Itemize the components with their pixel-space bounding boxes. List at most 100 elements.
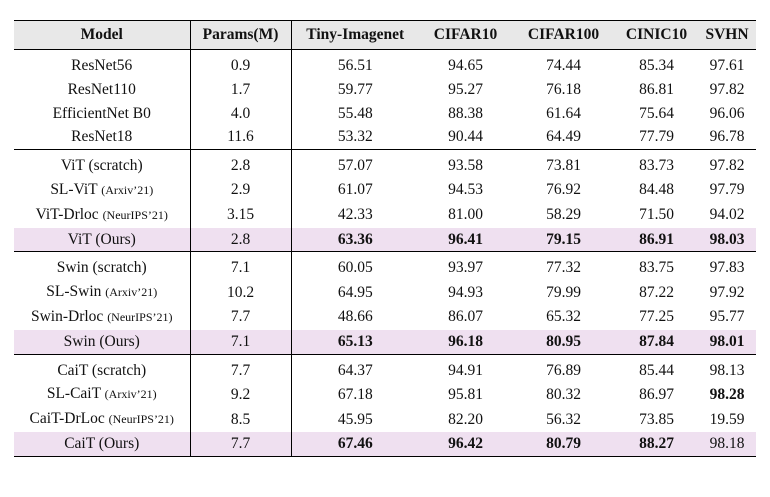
cifar100-cell: 77.32: [546, 259, 581, 277]
cifar100-cell: 80.95: [512, 329, 615, 355]
cifar100-cell: 56.32: [546, 410, 581, 428]
model-cell: ViT (scratch): [60, 157, 143, 175]
params-cell: 11.6: [189, 125, 291, 150]
svhn-cell: 97.82: [709, 157, 745, 175]
params-cell: 2.9: [189, 177, 291, 203]
cifar10-cell: 94.93: [448, 283, 483, 301]
svhn-cell: 96.06: [709, 104, 745, 122]
svhn-cell: 98.03: [698, 227, 756, 252]
cifar10-cell: 81.00: [448, 206, 483, 224]
header-tiny-imagenet: Tiny-Imagenet: [290, 20, 419, 50]
header-model: Model: [14, 20, 190, 50]
group-vit: ViT (scratch) 2.8 57.07 93.58 73.81 83.7…: [14, 149, 756, 252]
cinic-cell: 83.75: [639, 259, 674, 277]
table-row: SL-ViT (Arxiv’21) 2.9 61.07 94.53 76.92 …: [14, 177, 756, 203]
cifar100-cell: 79.99: [546, 283, 581, 301]
model-cell: SL-ViT (Arxiv’21): [14, 178, 190, 203]
cifar100-cell: 80.32: [546, 385, 581, 403]
tiny-cell: 67.46: [290, 431, 419, 457]
group-cait: CaiT (scratch) 7.7 64.37 94.91 76.89 85.…: [14, 354, 756, 457]
cinic-cell: 85.34: [639, 57, 674, 74]
tiny-cell: 53.32: [290, 125, 419, 150]
cifar100-cell: 79.15: [512, 227, 615, 252]
params-cell: 3.15: [189, 202, 291, 228]
cifar10-cell: 94.91: [448, 361, 483, 379]
model-cell: SL-CaiT (Arxiv’21): [14, 382, 190, 407]
model-name: SL-CaiT: [46, 385, 101, 403]
tiny-cell: 57.07: [290, 149, 419, 178]
cifar10-cell: 82.20: [448, 410, 483, 428]
tiny-cell: 67.18: [290, 382, 419, 408]
table-row: ResNet110 1.7 59.77 95.27 76.18 86.81 97…: [14, 77, 756, 102]
tiny-cell: 63.36: [290, 227, 419, 252]
svhn-cell: 97.82: [709, 80, 745, 98]
tiny-cell: 60.05: [290, 251, 419, 281]
tiny-cell: 55.48: [290, 101, 419, 126]
venue-label: (NeurIPS’21): [108, 412, 174, 427]
model-cell: ResNet18: [71, 128, 133, 146]
model-cell: ResNet56: [71, 57, 133, 74]
cifar100-cell: 58.29: [546, 206, 581, 224]
cifar10-cell: 86.07: [448, 308, 483, 326]
model-name: Swin-Drloc: [30, 307, 104, 325]
venue-label: (Arxiv’21): [105, 285, 158, 300]
params-cell: 7.7: [189, 304, 291, 330]
svhn-cell: 98.13: [709, 361, 745, 379]
cifar100-cell: 74.44: [546, 57, 581, 74]
cifar10-cell: 88.38: [448, 104, 483, 122]
model-name: SL-ViT: [50, 180, 98, 198]
model-cell: ViT-Drloc (NeurIPS’21): [14, 203, 190, 228]
table-row: ViT-Drloc (NeurIPS’21) 3.15 42.33 81.00 …: [14, 202, 756, 228]
table-row-ours: CaiT (Ours) 7.7 67.46 96.42 80.79 88.27 …: [14, 431, 756, 457]
cinic-cell: 77.79: [639, 128, 674, 146]
tiny-cell: 45.95: [290, 407, 419, 432]
model-cell: Swin-Drloc (NeurIPS’21): [14, 305, 190, 330]
table-row: CaiT-DrLoc (NeurIPS’21) 8.5 45.95 82.20 …: [14, 407, 756, 432]
cinic-cell: 87.84: [615, 329, 698, 355]
table-row-ours: Swin (Ours) 7.1 65.13 96.18 80.95 87.84 …: [14, 329, 756, 355]
venue-label: (NeurIPS’21): [102, 207, 168, 222]
table-row: SL-CaiT (Arxiv’21) 9.2 67.18 95.81 80.32…: [14, 382, 756, 408]
table-header: Model Params(M) Tiny-Imagenet CIFAR10 CI…: [14, 20, 756, 50]
table-row: SL-Swin (Arxiv’21) 10.2 64.95 94.93 79.9…: [14, 280, 756, 305]
svhn-cell: 97.92: [709, 283, 745, 301]
svhn-cell: 94.02: [709, 206, 745, 224]
tiny-cell: 59.77: [290, 77, 419, 102]
params-cell: 0.9: [189, 49, 291, 78]
group-cnn: ResNet56 0.9 56.51 94.65 74.44 85.34 97.…: [14, 49, 756, 150]
tiny-cell: 56.51: [290, 49, 419, 78]
model-name: SL-Swin: [46, 283, 102, 301]
table-row: ResNet56 0.9 56.51 94.65 74.44 85.34 97.…: [14, 49, 756, 78]
cinic-cell: 84.48: [639, 181, 674, 199]
results-table-container: Model Params(M) Tiny-Imagenet CIFAR10 CI…: [14, 20, 756, 457]
svhn-cell: 96.78: [709, 128, 745, 146]
params-cell: 7.1: [189, 329, 291, 355]
cifar100-cell: 61.64: [546, 104, 581, 122]
table-row: EfficientNet B0 4.0 55.48 88.38 61.64 75…: [14, 101, 756, 126]
table-row: CaiT (scratch) 7.7 64.37 94.91 76.89 85.…: [14, 354, 756, 383]
cifar10-cell: 90.44: [448, 128, 483, 146]
tiny-cell: 64.95: [290, 280, 419, 305]
table-row: Swin-Drloc (NeurIPS’21) 7.7 48.66 86.07 …: [14, 304, 756, 330]
cinic-cell: 86.81: [639, 80, 674, 98]
cinic-cell: 86.97: [639, 385, 674, 403]
model-cell: Swin (scratch): [56, 259, 147, 277]
cifar100-cell: 64.49: [546, 128, 581, 146]
model-cell: ResNet110: [67, 80, 136, 98]
model-cell: ViT (Ours): [14, 227, 190, 252]
venue-label: (Arxiv’21): [104, 387, 157, 402]
header-cinic10: CINIC10: [615, 20, 698, 50]
svhn-cell: 97.83: [709, 259, 745, 277]
group-swin: Swin (scratch) 7.1 60.05 93.97 77.32 83.…: [14, 251, 756, 355]
params-cell: 7.1: [189, 251, 291, 281]
model-cell: EfficientNet B0: [52, 104, 151, 122]
svhn-cell: 98.28: [709, 385, 745, 403]
cifar100-cell: 73.81: [546, 157, 581, 175]
svhn-cell: 19.59: [709, 410, 745, 428]
svhn-cell: 95.77: [709, 308, 745, 326]
cifar10-cell: 93.97: [448, 259, 483, 277]
params-cell: 9.2: [189, 382, 291, 408]
cifar10-cell: 96.42: [419, 431, 512, 457]
tiny-cell: 48.66: [290, 304, 419, 330]
cifar10-cell: 96.41: [419, 227, 512, 252]
